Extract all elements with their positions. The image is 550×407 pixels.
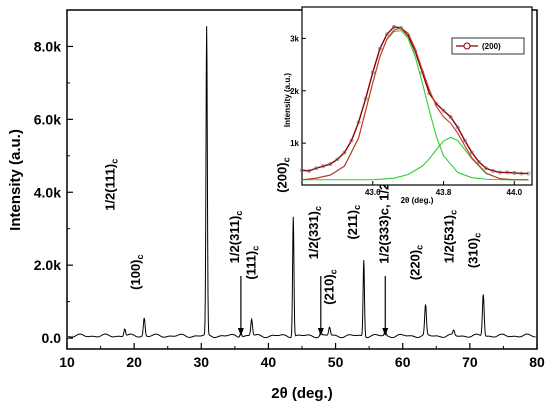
- x-axis-title: 2θ (deg.): [271, 385, 332, 402]
- inset-legend-label: (200): [482, 42, 501, 51]
- x-tick-label: 40: [261, 354, 277, 370]
- xrd-pattern-line: [68, 26, 536, 339]
- inset-data-point: [498, 170, 503, 175]
- y-axis-title: Intensity (a.u.): [7, 129, 24, 231]
- inset-data-point: [519, 171, 524, 176]
- y-tick-label: 4.0k: [34, 184, 61, 200]
- inset-data-point: [505, 170, 510, 175]
- inset-data-point: [512, 171, 517, 175]
- inset-data-point: [385, 32, 389, 37]
- inset-x-tick-label: 44.0: [507, 188, 523, 197]
- inset-legend-box: [451, 37, 525, 55]
- inset-data-point: [307, 168, 311, 173]
- inset-legend: (200): [451, 37, 525, 55]
- peak-label: (111)c: [244, 246, 261, 280]
- x-tick-label: 70: [462, 354, 478, 370]
- inset-chart: 43.6 43.8 44.0 1k 2k 3k 2θ (deg.) Intensity (…: [283, 6, 533, 205]
- inset-data-point: [469, 150, 474, 155]
- y-tick-label: 0.0: [42, 330, 62, 346]
- inset-data-point: [526, 171, 531, 176]
- main-axis-ticks: 10 20 30 40 50 60 70 80 0.0 2.0k 4.0k 6.0k 8.0k: [34, 38, 545, 370]
- x-tick-label: 60: [395, 354, 411, 370]
- inset-data-point: [328, 162, 333, 166]
- inset-data-point: [484, 166, 488, 171]
- peak-arrowhead: [237, 328, 244, 336]
- inset-axis-ticks: 43.6 43.8 44.0 1k 2k 3k: [290, 34, 523, 197]
- inset-data-point: [363, 96, 368, 101]
- inset-data-point: [356, 120, 361, 125]
- peak-arrowhead: [317, 328, 324, 336]
- inset-series: [300, 24, 531, 181]
- inset-data-point: [370, 70, 375, 75]
- peak-label: (100)c: [128, 254, 145, 289]
- peak-arrowhead: [382, 328, 389, 336]
- peak-label: (220)c: [408, 245, 425, 280]
- inset-data-point: [455, 125, 460, 130]
- inset-data-point: [377, 46, 382, 51]
- inset-data-point: [441, 108, 446, 113]
- inset-legend-marker: [463, 42, 471, 50]
- inset-frame: [301, 6, 533, 186]
- inset-y-tick-label: 1k: [290, 139, 299, 148]
- inset-data-line: [301, 26, 529, 175]
- y-tick-label: 6.0k: [34, 111, 61, 127]
- inset-x-tick-label: 43.6: [365, 188, 381, 197]
- x-tick-label: 80: [529, 354, 545, 370]
- peak-label: 1/2(331)c: [306, 206, 323, 259]
- x-tick-label: 20: [126, 354, 142, 370]
- inset-x-axis-title: 2θ (deg.): [401, 196, 434, 205]
- inset-y-tick-label: 3k: [290, 34, 299, 43]
- inset-data-point: [392, 24, 396, 29]
- y-tick-label: 2.0k: [34, 257, 61, 273]
- inset-data-point: [477, 160, 481, 164]
- inset-data-point: [491, 168, 495, 173]
- inset-data-point: [448, 115, 453, 119]
- x-tick-label: 10: [59, 354, 75, 370]
- x-tick-label: 30: [193, 354, 209, 370]
- inset-y-axis-title: Intensity (a.u.): [283, 73, 292, 128]
- peak-label: 1/2(111)c: [103, 159, 120, 211]
- peak-label: (310)c: [465, 233, 482, 268]
- inset-data-point: [462, 138, 467, 143]
- peak-label: 1/2(531)c: [442, 210, 459, 263]
- inset-x-tick-label: 43.8: [436, 188, 452, 197]
- peak-label: (211)c: [345, 205, 362, 240]
- main-series: [68, 26, 536, 339]
- inset-data-point: [321, 164, 326, 169]
- inset-data-point: [342, 150, 347, 155]
- y-tick-label: 8.0k: [34, 38, 61, 54]
- inset-data-point: [349, 138, 354, 143]
- peak-label: 1/2(311)c: [227, 211, 244, 264]
- inset-data-point: [314, 166, 319, 171]
- peak-label: (210)c: [322, 269, 339, 304]
- peak-label: (200)c: [274, 157, 291, 192]
- inset-y-tick-label: 2k: [290, 87, 299, 96]
- inset-data-point: [300, 168, 304, 173]
- inset-fit-sum-line: [301, 27, 529, 181]
- inset-data-point: [335, 157, 340, 162]
- x-tick-label: 50: [328, 354, 344, 370]
